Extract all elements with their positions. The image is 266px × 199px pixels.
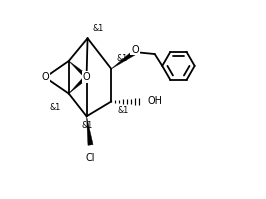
Text: &1: &1 — [93, 24, 104, 33]
Text: &1: &1 — [82, 121, 93, 130]
Text: O: O — [83, 72, 90, 82]
Bar — [41, 74, 49, 81]
Polygon shape — [111, 50, 136, 69]
Polygon shape — [69, 61, 88, 78]
Text: O: O — [131, 45, 139, 55]
Bar — [83, 73, 90, 80]
Text: &1: &1 — [49, 103, 61, 112]
Bar — [131, 49, 139, 56]
Text: Cl: Cl — [86, 153, 95, 163]
Polygon shape — [86, 116, 93, 145]
Text: OH: OH — [147, 97, 162, 106]
Text: &1: &1 — [116, 55, 127, 63]
Polygon shape — [69, 75, 88, 94]
Text: O: O — [41, 72, 49, 82]
Text: &1: &1 — [117, 106, 128, 115]
